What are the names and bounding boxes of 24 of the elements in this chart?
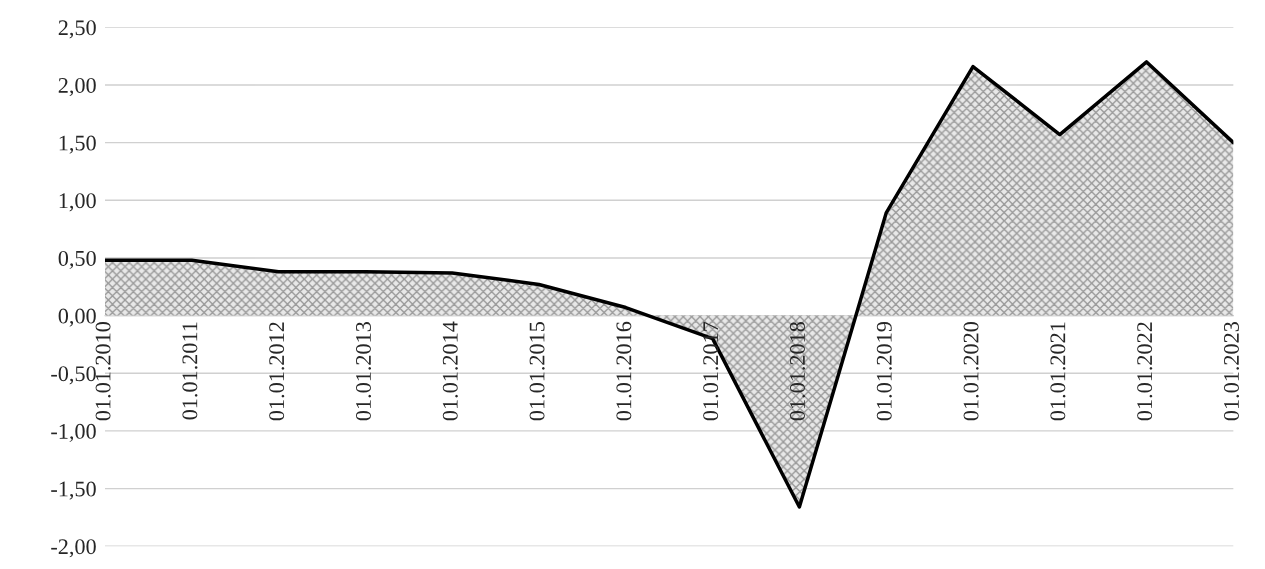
x-tick-label: 01.01.2018	[789, 322, 806, 421]
y-tick-label: 1,00	[59, 193, 96, 212]
y-tick-label: -0,50	[51, 366, 96, 385]
y-tick-label: 0,00	[58, 308, 96, 327]
x-tick-label: 01.01.2010	[95, 322, 111, 421]
y-tick-label: -1,50	[51, 481, 96, 500]
x-tick-label: 01.01.2017	[703, 321, 719, 421]
y-tick-label: 0,50	[58, 250, 96, 270]
y-tick-label: 2,50	[58, 20, 96, 39]
x-tick-label: 01.01.2016	[616, 321, 632, 421]
y-tick-label: 2,00	[58, 77, 96, 97]
x-tick-label: 01.01.2011	[182, 322, 198, 420]
x-tick-label: 01.01.2015	[529, 322, 545, 421]
x-tick-label: 01.01.2014	[442, 321, 458, 421]
x-tick-label: 01.01.2023	[1223, 322, 1240, 421]
x-tick-label: 01.01.2020	[963, 322, 979, 421]
y-tick-label: -1,00	[51, 423, 96, 443]
x-tick-label: 01.01.2019	[876, 322, 892, 421]
x-tick-label: 01.01.2021	[1050, 322, 1066, 421]
x-tick-label: 01.01.2012	[269, 322, 285, 421]
x-tick-label: 01.01.2022	[1137, 322, 1153, 421]
x-tick-label: 01.01.2013	[355, 322, 372, 421]
y-tick-label: -2,00	[51, 539, 96, 558]
y-tick-label: 1,50	[59, 135, 96, 154]
